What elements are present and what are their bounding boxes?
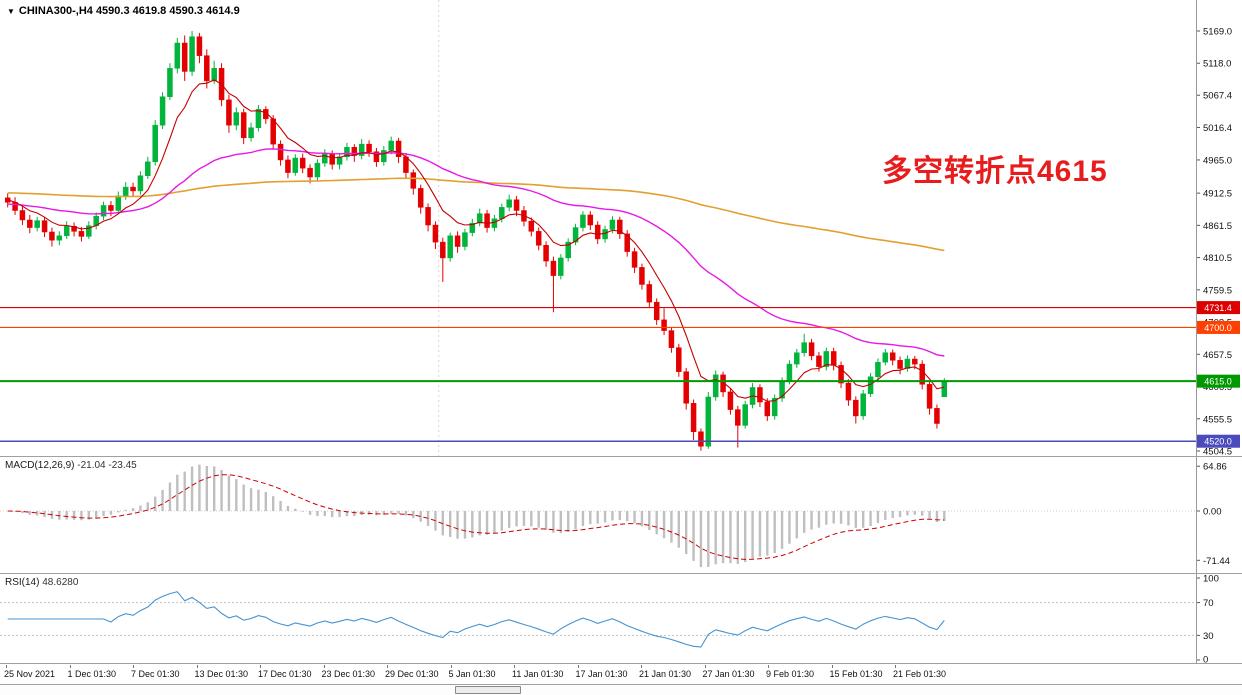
time-tick bbox=[514, 665, 515, 668]
time-axis-label: 15 Feb 01:30 bbox=[829, 669, 883, 679]
rsi-value: 48.6280 bbox=[42, 577, 79, 588]
svg-text:4912.5: 4912.5 bbox=[1203, 189, 1232, 200]
time-tick bbox=[387, 665, 388, 668]
time-axis-label: 17 Dec 01:30 bbox=[258, 669, 312, 679]
svg-text:70: 70 bbox=[1203, 598, 1214, 609]
time-tick bbox=[69, 665, 71, 668]
time-axis-label: 21 Jan 01:30 bbox=[639, 669, 692, 679]
main-chart-panel[interactable]: 5169.0 5118.0 5067.4 5016.4 4965.0 4912.5 4861… bbox=[0, 0, 1242, 456]
svg-text:4759.5: 4759.5 bbox=[1203, 285, 1232, 296]
rsi-indicator[interactable]: 100 70 30 0 bbox=[0, 574, 1242, 663]
time-axis-label: 29 Dec 01:30 bbox=[385, 669, 439, 679]
svg-text:5118.0: 5118.0 bbox=[1203, 59, 1231, 70]
panel-divider bbox=[0, 663, 1242, 664]
time-axis-label: 27 Jan 01:30 bbox=[702, 669, 755, 679]
svg-text:4731.4: 4731.4 bbox=[1204, 303, 1232, 313]
time-tick bbox=[450, 665, 452, 668]
time-tick bbox=[323, 665, 325, 668]
svg-text:0.00: 0.00 bbox=[1203, 507, 1222, 518]
svg-text:-71.44: -71.44 bbox=[1203, 556, 1230, 567]
time-axis-label: 17 Jan 01:30 bbox=[575, 669, 628, 679]
svg-text:0: 0 bbox=[1203, 655, 1208, 664]
svg-text:4700.0: 4700.0 bbox=[1204, 323, 1232, 333]
svg-text:4861.5: 4861.5 bbox=[1203, 221, 1232, 232]
macd-indicator[interactable]: 64.86 0.00 -71.44 bbox=[0, 457, 1242, 573]
horizontal-scrollbar[interactable] bbox=[0, 685, 1242, 695]
time-tick bbox=[704, 665, 706, 668]
panel-divider[interactable] bbox=[0, 573, 1242, 574]
time-tick bbox=[260, 665, 261, 668]
time-axis-label: 9 Feb 01:30 bbox=[766, 669, 815, 679]
panel-divider bbox=[0, 684, 1242, 685]
scrollbar-thumb[interactable] bbox=[455, 686, 521, 694]
time-axis-label: 11 Jan 01:30 bbox=[512, 669, 564, 679]
price-scale-separator bbox=[1196, 0, 1197, 664]
svg-text:4965.0: 4965.0 bbox=[1203, 155, 1232, 166]
svg-text:4810.5: 4810.5 bbox=[1203, 253, 1232, 264]
svg-text:4657.5: 4657.5 bbox=[1203, 350, 1232, 361]
annotation-text: 多空转折点4615 bbox=[882, 155, 1108, 188]
time-axis[interactable]: 25 Nov 2021 1 Dec 01:30 7 Dec 01:30 13 Dec … bbox=[0, 665, 1242, 684]
time-tick bbox=[831, 665, 833, 668]
rsi-label: RSI(14) 48.6280 bbox=[5, 577, 78, 588]
panel-divider[interactable] bbox=[0, 456, 1242, 457]
svg-text:5067.4: 5067.4 bbox=[1203, 91, 1232, 102]
time-axis-label: 7 Dec 01:30 bbox=[131, 669, 180, 679]
svg-text:30: 30 bbox=[1203, 631, 1214, 642]
svg-text:5169.0: 5169.0 bbox=[1203, 27, 1232, 38]
time-tick bbox=[133, 665, 134, 668]
time-axis-label: 25 Nov 2021 bbox=[4, 669, 56, 679]
time-tick bbox=[768, 665, 769, 668]
rsi-name: RSI(14) bbox=[5, 577, 40, 588]
svg-text:4520.0: 4520.0 bbox=[1204, 437, 1232, 447]
time-tick bbox=[6, 665, 7, 668]
svg-text:4615.0: 4615.0 bbox=[1204, 377, 1232, 387]
time-tick bbox=[196, 665, 198, 668]
chart-dropdown-icon[interactable]: ▼ bbox=[7, 6, 15, 16]
time-tick bbox=[641, 665, 642, 668]
macd-name: MACD(12,26,9) bbox=[5, 460, 75, 471]
time-axis-label: 5 Jan 01:30 bbox=[448, 669, 496, 679]
candlestick-chart[interactable]: 5169.0 5118.0 5067.4 5016.4 4965.0 4912.5 4861… bbox=[0, 0, 1242, 456]
symbol-ohlc-text: CHINA300-,H4 4590.3 4619.8 4590.3 4614.9 bbox=[18, 5, 240, 17]
time-axis-label: 21 Feb 01:30 bbox=[893, 669, 947, 679]
macd-values: -21.04 -23.45 bbox=[77, 460, 137, 471]
macd-label: MACD(12,26,9) -21.04 -23.45 bbox=[5, 460, 137, 471]
time-axis-label: 13 Dec 01:30 bbox=[194, 669, 249, 679]
macd-panel[interactable]: 64.86 0.00 -71.44 MACD(12,26,9) -21.04 -23… bbox=[0, 457, 1242, 573]
symbol-info: ▼ CHINA300-,H4 4590.3 4619.8 4590.3 4614… bbox=[7, 5, 240, 17]
time-tick bbox=[577, 665, 579, 668]
rsi-panel[interactable]: 100 70 30 0 RSI(14) 48.6280 bbox=[0, 574, 1242, 663]
svg-text:4555.5: 4555.5 bbox=[1203, 414, 1232, 425]
svg-text:5016.4: 5016.4 bbox=[1203, 123, 1232, 134]
svg-text:100: 100 bbox=[1203, 574, 1219, 585]
svg-text:64.86: 64.86 bbox=[1203, 462, 1227, 473]
time-axis-label: 1 Dec 01:30 bbox=[67, 669, 117, 679]
svg-text:4504.5: 4504.5 bbox=[1203, 447, 1232, 457]
time-tick bbox=[895, 665, 896, 668]
time-axis-label: 23 Dec 01:30 bbox=[321, 669, 376, 679]
